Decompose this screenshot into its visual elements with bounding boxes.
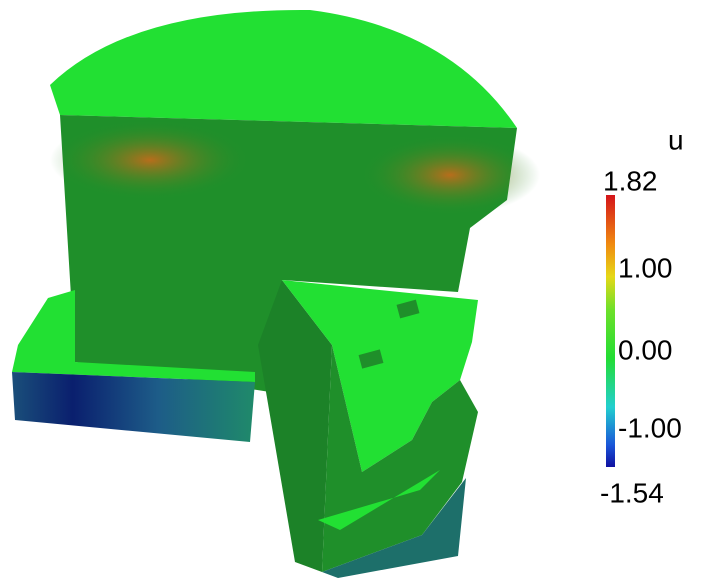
ledge xyxy=(12,290,255,382)
step xyxy=(318,470,440,530)
lower-band xyxy=(12,372,255,442)
curve-band xyxy=(322,478,466,578)
colorbar-label: -1.00 xyxy=(618,412,682,443)
top-face xyxy=(50,9,517,128)
hot-spot xyxy=(360,135,540,215)
block-face xyxy=(282,280,478,472)
hole xyxy=(358,349,384,369)
mesh xyxy=(12,9,540,578)
colorbar-label: -1.54 xyxy=(600,477,664,508)
colorbar-label: 0.00 xyxy=(618,334,673,365)
colorbar-label: 1.00 xyxy=(618,252,673,283)
block-side xyxy=(258,280,332,572)
colorbar-label: 1.82 xyxy=(603,165,658,196)
colorbar xyxy=(606,195,615,467)
hot-spot xyxy=(50,120,250,200)
colorbar-title: u xyxy=(668,124,684,155)
hole xyxy=(396,299,420,319)
